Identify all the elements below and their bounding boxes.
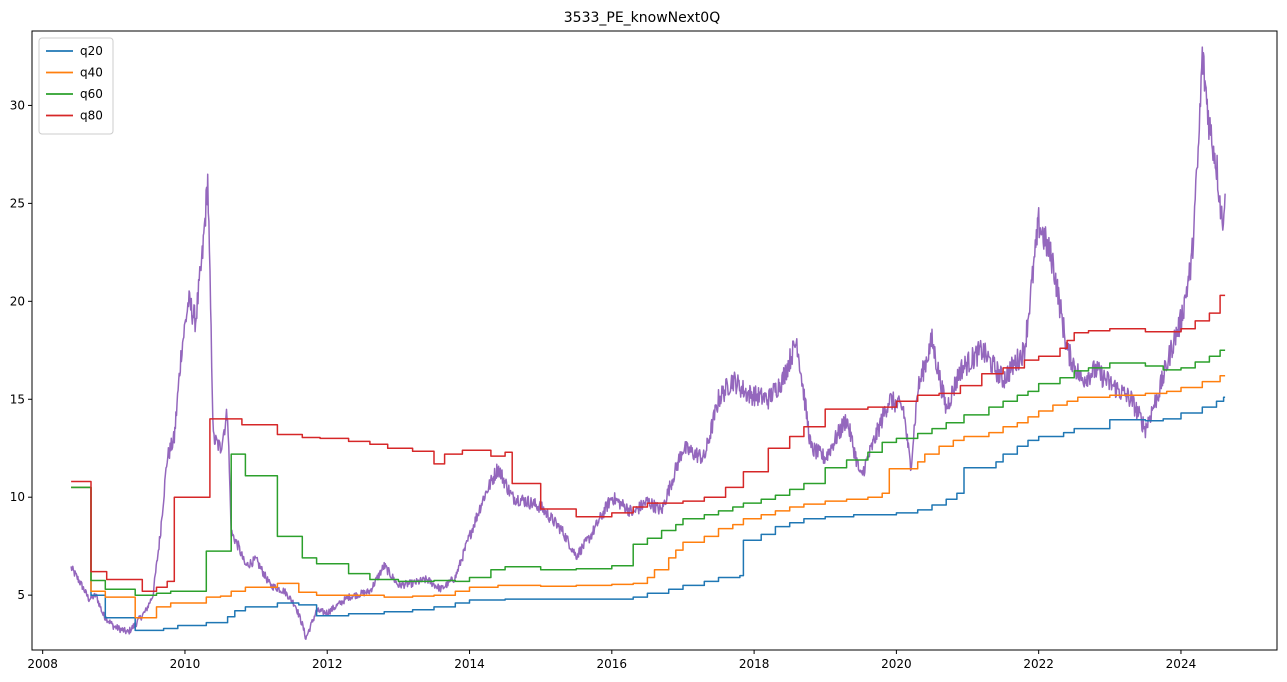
x-tick-label: 2014 bbox=[454, 657, 485, 671]
x-tick-label: 2008 bbox=[27, 657, 58, 671]
series-layer bbox=[70, 46, 1226, 640]
legend-label: q80 bbox=[80, 109, 103, 123]
series-line-value bbox=[70, 46, 1226, 640]
legend-label: q20 bbox=[80, 44, 103, 58]
y-tick-label: 15 bbox=[10, 392, 25, 406]
x-tick-label: 2010 bbox=[170, 657, 201, 671]
y-tick-label: 30 bbox=[10, 98, 25, 112]
y-tick-label: 20 bbox=[10, 294, 25, 308]
series-line-q80 bbox=[71, 294, 1226, 592]
x-tick-label: 2012 bbox=[312, 657, 343, 671]
x-axis: 2008 2010 2012 2014 2016 2018 2020 2022 2024 bbox=[27, 650, 1196, 671]
y-tick-label: 10 bbox=[10, 490, 25, 504]
x-tick-label: 2020 bbox=[881, 657, 912, 671]
y-axis: 5 10 15 20 25 30 bbox=[10, 98, 32, 602]
x-tick-label: 2024 bbox=[1166, 657, 1197, 671]
legend: q20 q40 q60 q80 bbox=[38, 37, 114, 135]
x-tick-label: 2016 bbox=[597, 657, 628, 671]
series-line-q60 bbox=[71, 349, 1226, 596]
y-tick-label: 25 bbox=[10, 196, 25, 210]
series-line-q20 bbox=[71, 396, 1226, 632]
x-tick-label: 2018 bbox=[739, 657, 770, 671]
plot-frame bbox=[31, 30, 1278, 651]
legend-label: q40 bbox=[80, 66, 103, 80]
y-tick-label: 5 bbox=[17, 588, 25, 602]
series-line-q40 bbox=[71, 375, 1226, 619]
chart-title: 3533_PE_knowNext0Q bbox=[564, 10, 720, 26]
legend-box bbox=[38, 37, 114, 135]
legend-label: q60 bbox=[80, 87, 103, 101]
x-tick-label: 2022 bbox=[1023, 657, 1054, 671]
